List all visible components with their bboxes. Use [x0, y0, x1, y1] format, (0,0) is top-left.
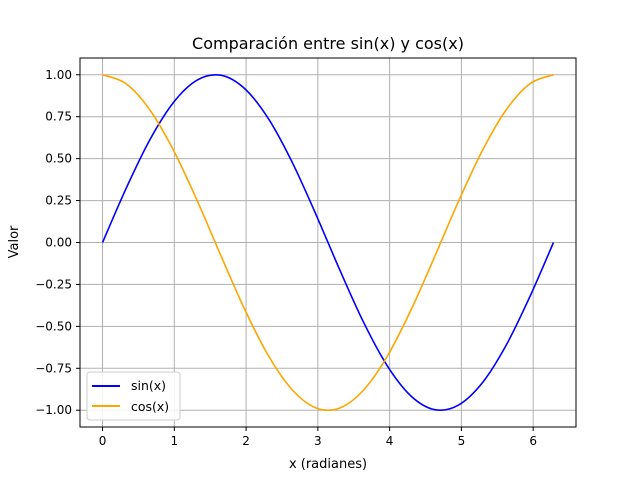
- x-tick-label: 0: [99, 434, 107, 448]
- y-axis-label: Valor: [7, 225, 22, 258]
- x-tick-label: 3: [314, 434, 322, 448]
- y-tick-label: −1.00: [35, 403, 72, 417]
- y-tick-label: 1.00: [45, 68, 72, 82]
- chart-title: Comparación entre sin(x) y cos(x): [192, 34, 464, 53]
- legend: sin(x) cos(x): [86, 371, 181, 421]
- x-axis-label: x (radianes): [289, 457, 367, 472]
- series-line-sin-x: [101, 73, 555, 412]
- y-tick-label: 0.75: [45, 110, 72, 124]
- x-tick-label: 1: [170, 434, 178, 448]
- grid: [80, 58, 576, 427]
- legend-label-cos: cos(x): [131, 399, 169, 414]
- y-tick-label: 0.00: [45, 236, 72, 250]
- series-lines: [101, 73, 555, 412]
- y-tick-label: 0.25: [45, 194, 72, 208]
- axis-ticks: 0 1 2 3 4 5 6 −1.00 −0.75 −0.50 −0.25 0.00 0.25 0.50 0…: [35, 68, 537, 448]
- series-line-cos-x: [102, 74, 554, 411]
- y-tick-label: 0.50: [45, 152, 72, 166]
- y-tick-label: −0.50: [35, 319, 72, 333]
- legend-box: [86, 371, 181, 421]
- x-tick-label: 4: [386, 434, 394, 448]
- legend-label-sin: sin(x): [131, 378, 166, 393]
- y-tick-label: −0.75: [35, 361, 72, 375]
- x-tick-label: 6: [529, 434, 537, 448]
- x-tick-label: 2: [242, 434, 250, 448]
- y-tick-label: −0.25: [35, 277, 72, 291]
- x-tick-label: 5: [458, 434, 466, 448]
